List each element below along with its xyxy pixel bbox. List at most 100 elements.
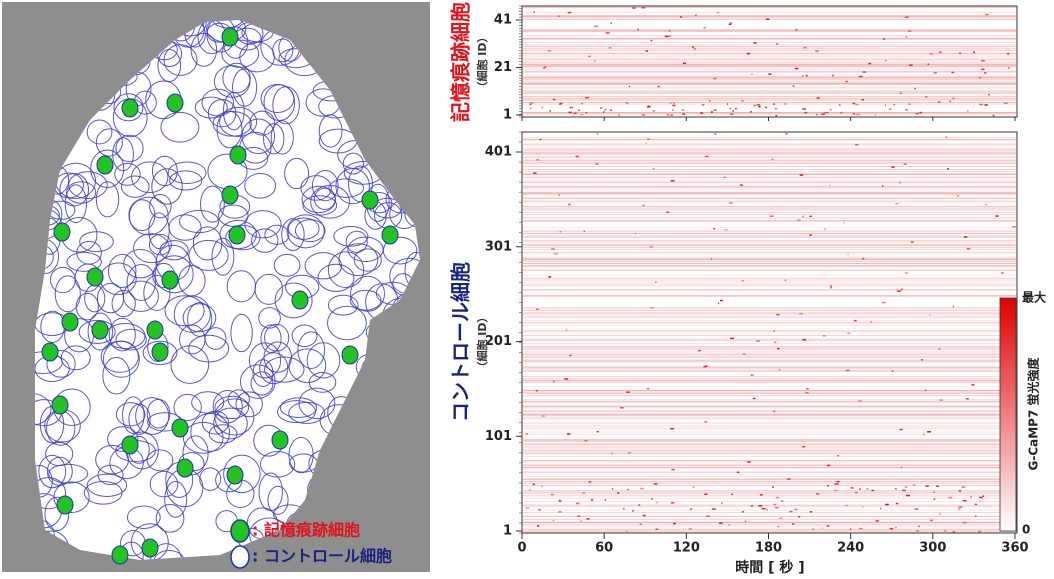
heatmap-event — [980, 60, 985, 62]
heatmap-event — [970, 496, 973, 498]
heatmap-event — [711, 508, 716, 510]
cell-outline — [294, 219, 326, 243]
heatmap-event — [943, 530, 947, 532]
heatmap-event — [845, 504, 848, 507]
heatmap-event — [840, 111, 843, 114]
heatmap-event — [882, 38, 885, 40]
cell-outline — [225, 224, 261, 251]
heatmap-event — [946, 167, 949, 170]
heatmap-event — [791, 523, 795, 525]
cell-outline — [219, 106, 258, 137]
heatmap-event — [843, 221, 845, 224]
heatmap-event — [670, 502, 675, 504]
engram-cell — [229, 145, 247, 165]
heatmap-event — [742, 353, 746, 355]
heatmap-event — [858, 399, 862, 402]
heatmap-event — [804, 111, 808, 114]
heatmap-event — [856, 113, 861, 116]
cell-outline — [192, 226, 223, 261]
heatmap-event — [720, 502, 723, 504]
heatmap-event — [799, 174, 804, 176]
heatmap-event — [918, 525, 920, 528]
cell-outline — [239, 364, 276, 399]
cell-outline — [327, 305, 367, 341]
heatmap-event — [930, 519, 933, 522]
heatmap-event — [584, 96, 589, 99]
heatmap-event — [756, 104, 761, 106]
heatmap-event — [871, 489, 874, 492]
heatmap-event — [682, 113, 685, 115]
cell-outline — [164, 295, 205, 327]
heatmap-event — [794, 508, 798, 511]
heatmap-event — [893, 103, 896, 106]
heatmap-event — [773, 410, 776, 413]
heatmap-event — [891, 370, 894, 372]
cell-outline — [214, 395, 250, 420]
heatmap-event — [569, 106, 574, 109]
cell-outline — [272, 38, 294, 63]
heatmap-event — [914, 87, 917, 90]
cell-outline — [284, 157, 310, 190]
engram-cell — [56, 495, 74, 515]
legend-engram-label: : 記憶痕跡細胞 — [252, 521, 360, 540]
heatmap-event — [773, 503, 777, 506]
heatmap-event — [958, 52, 962, 54]
heatmap-event — [966, 110, 969, 112]
heatmap-event — [730, 113, 734, 115]
heatmap-event — [713, 228, 716, 230]
heatmap-event — [632, 510, 634, 512]
heatmap-event — [875, 520, 880, 522]
heatmap-event — [834, 483, 839, 485]
engram-cell — [121, 98, 139, 118]
heatmap-event — [681, 109, 685, 111]
heatmap-event — [858, 527, 863, 530]
heatmap-event — [1007, 67, 1010, 69]
heatmap-event — [646, 106, 651, 108]
cell-outline — [120, 175, 150, 198]
heatmap-event — [971, 384, 975, 386]
cell-outline — [66, 251, 102, 272]
legend-engram-icon — [230, 519, 250, 543]
cell-outline — [342, 152, 364, 175]
heatmap-event — [729, 22, 733, 24]
heatmap-event — [805, 74, 808, 77]
heatmap-event — [594, 59, 596, 62]
heatmap-event — [845, 80, 848, 83]
heatmap-event — [625, 530, 628, 533]
engram-cell — [61, 312, 79, 332]
heatmap-event — [656, 501, 658, 504]
cell-outline — [45, 441, 74, 467]
cell-outline — [167, 161, 207, 184]
heatmap-event — [646, 387, 650, 390]
heatmap-event — [671, 468, 675, 471]
cell-outline — [201, 88, 234, 117]
heatmap-event — [977, 530, 982, 533]
cell-outline — [54, 275, 81, 313]
heatmap-event — [668, 35, 672, 37]
heatmap-event — [759, 494, 763, 496]
heatmap-event — [647, 138, 650, 140]
heatmap-event — [903, 163, 907, 165]
heatmap-event — [773, 330, 775, 332]
heatmap-event — [779, 517, 783, 519]
engram-cell — [226, 465, 244, 485]
heatmap-event — [891, 166, 895, 168]
heatmap-event — [758, 505, 763, 507]
cell-outline — [313, 187, 336, 210]
heatmap-event — [824, 228, 827, 230]
cell-outline — [218, 204, 249, 227]
heatmap-control — [521, 131, 1018, 534]
heatmap-event — [590, 499, 594, 501]
heatmap-event — [949, 100, 952, 103]
cell-outline — [298, 387, 336, 420]
heatmap-event — [776, 313, 780, 316]
cell-outline — [148, 212, 170, 250]
heatmap-event — [936, 485, 940, 487]
cell-outline — [68, 171, 108, 200]
heatmap-event — [855, 103, 859, 106]
cell-outline — [248, 342, 282, 379]
cell-outline — [281, 218, 305, 252]
heatmap-event — [925, 96, 928, 98]
heatmap-event — [553, 253, 558, 255]
engram-cell — [141, 538, 159, 558]
